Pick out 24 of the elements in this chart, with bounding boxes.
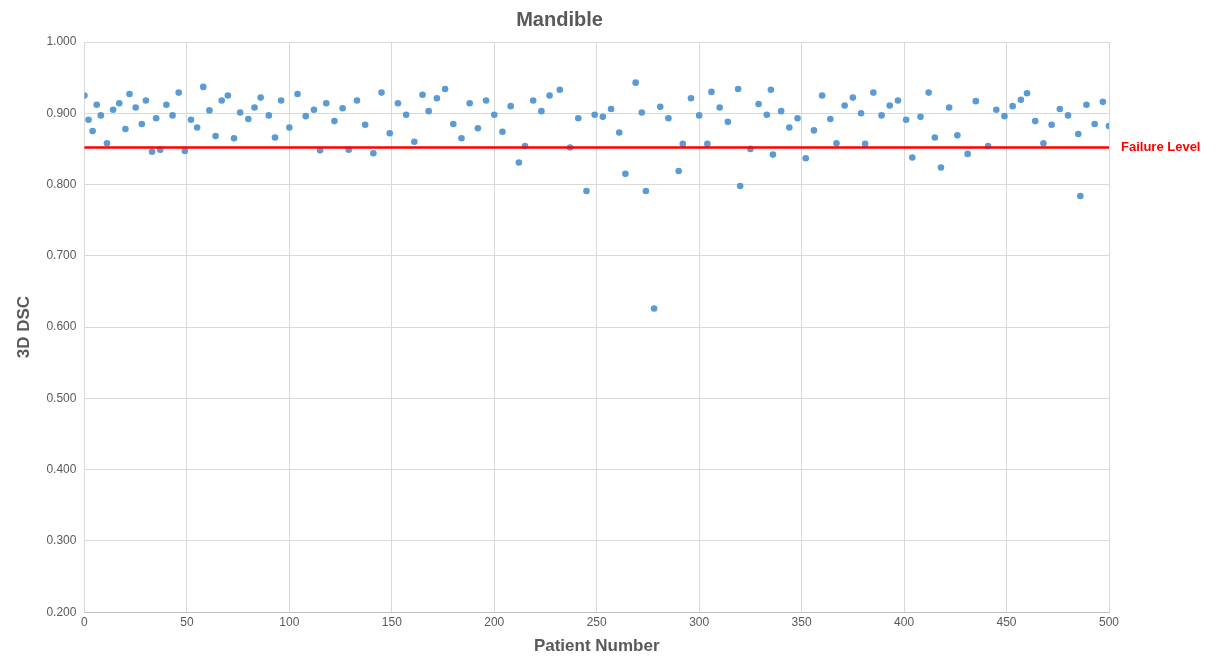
y-tick-label: 0.500 (46, 390, 77, 405)
x-axis-title: Patient Number (533, 636, 660, 656)
y-tick-label: 0.600 (46, 319, 77, 334)
y-tick-label: 0.900 (46, 105, 77, 120)
y-tick-label: 0.700 (46, 248, 77, 263)
y-tick-label: 0.800 (46, 176, 77, 191)
y-tick-label: 0.200 (46, 604, 77, 619)
x-tick-label: 100 (279, 614, 300, 629)
x-tick-label: 50 (180, 614, 194, 629)
x-tick-label: 200 (484, 614, 505, 629)
x-tick-label: 150 (381, 614, 403, 629)
x-tick-label: 450 (996, 614, 1017, 629)
x-tick-label: 500 (1098, 614, 1120, 629)
y-tick-label: 0.400 (46, 461, 77, 476)
x-tick-label: 300 (689, 614, 710, 629)
ref-line-label: Failure Level (1121, 139, 1201, 155)
x-tick-label: 350 (791, 614, 812, 629)
chart-title: Mandible (516, 7, 603, 30)
y-axis-title: 3D DSC (13, 295, 33, 359)
x-tick-label: 250 (586, 614, 608, 629)
x-tick-label: 0 (81, 614, 89, 629)
y-tick-label: 0.300 (46, 533, 77, 548)
x-tick-label: 400 (894, 614, 915, 629)
y-tick-label: 1.000 (46, 34, 77, 49)
